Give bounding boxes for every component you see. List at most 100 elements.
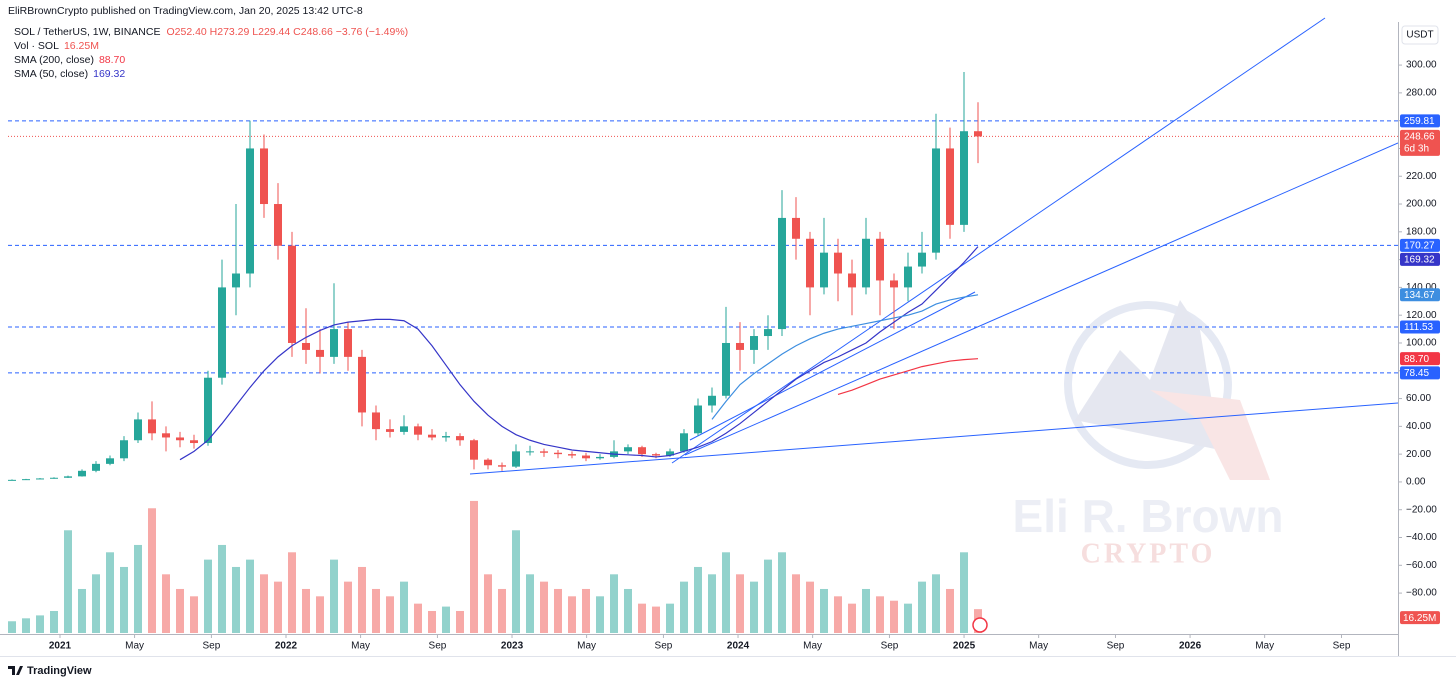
volume-bar	[848, 603, 856, 633]
candle-body	[918, 252, 926, 267]
candle-body	[330, 329, 338, 357]
candle-body	[764, 329, 772, 337]
volume-bar	[792, 574, 800, 633]
volume-bar	[512, 530, 520, 633]
volume-bar	[624, 588, 632, 633]
candle-body	[974, 131, 982, 137]
x-tick-label: 2026	[1179, 641, 1202, 652]
volume-bar	[862, 588, 870, 633]
volume-bar	[708, 574, 716, 633]
volume-bar	[666, 603, 674, 633]
x-tick-label: Sep	[881, 641, 899, 652]
candle-body	[358, 356, 366, 413]
volume-bar	[316, 596, 324, 633]
legend-name: SMA (50, close)	[14, 68, 88, 80]
y-tick-label: 40.00	[1406, 421, 1431, 432]
candle-body	[470, 440, 478, 460]
volume-bar	[834, 596, 842, 633]
volume-bar	[274, 581, 282, 633]
x-tick-label: 2024	[727, 641, 750, 652]
candle-body	[442, 436, 450, 438]
y-tick-label: 180.00	[1406, 226, 1437, 237]
candle-body	[134, 419, 142, 441]
volume-bar	[610, 574, 618, 633]
y-tick-label: 100.00	[1406, 338, 1437, 349]
candle-body	[232, 273, 240, 288]
y-tick-label: 0.00	[1406, 477, 1426, 488]
volume-bar	[302, 588, 310, 633]
published-note: EliRBrownCrypto published on TradingView…	[8, 5, 363, 17]
symbol: SOL / TetherUS, 1W, BINANCE	[14, 26, 160, 38]
y-tick-label: 60.00	[1406, 393, 1431, 404]
y-tick-label: 300.00	[1406, 60, 1437, 71]
volume-bar	[428, 610, 436, 633]
x-tick-label: Sep	[1333, 641, 1351, 652]
volume-bar	[204, 559, 212, 633]
y-tick-label: −80.00	[1406, 588, 1437, 599]
volume-bar	[232, 566, 240, 633]
currency: USDT	[1406, 30, 1433, 41]
x-tick-label: 2025	[953, 641, 976, 652]
x-tick-label: May	[125, 641, 144, 652]
volume-bar	[176, 588, 184, 633]
candle-body	[848, 273, 856, 288]
volume-bar	[22, 618, 30, 633]
volume-bar	[680, 581, 688, 633]
volume-bar	[890, 600, 898, 633]
candle-body	[414, 426, 422, 435]
volume-bar	[372, 588, 380, 633]
y-tick-label: 220.00	[1406, 171, 1437, 182]
candle-body	[624, 447, 632, 452]
countdown-label: 6d 3h	[1404, 144, 1429, 155]
candle-body	[456, 436, 464, 441]
price-label-box	[1400, 129, 1440, 156]
price-label: 259.81	[1404, 116, 1435, 127]
price-label-box	[1400, 352, 1440, 366]
volume-bar	[652, 606, 660, 633]
candle-body	[512, 451, 520, 467]
candle-body	[554, 452, 562, 455]
trend-line	[684, 142, 1399, 456]
candle-body	[778, 217, 786, 330]
volume-bar	[764, 559, 772, 633]
volume-bar	[190, 596, 198, 633]
legend-value: 16.25M	[64, 40, 99, 52]
candle-body	[386, 429, 394, 432]
volume-bar	[358, 566, 366, 633]
candle-body	[834, 252, 842, 274]
volume-bar	[932, 574, 940, 633]
candle-body	[806, 238, 814, 288]
volume-bar	[134, 544, 142, 633]
y-tick-label: −20.00	[1406, 504, 1437, 515]
volume-bar	[540, 581, 548, 633]
volume-bar	[64, 530, 72, 633]
candle-body	[694, 405, 702, 434]
candle-body	[666, 451, 674, 456]
trend-line	[671, 17, 1326, 464]
legend-name: SMA (200, close)	[14, 54, 94, 66]
candle-body	[372, 412, 380, 430]
price-label: 111.53	[1404, 322, 1434, 333]
volume-bar	[484, 574, 492, 633]
x-tick-label: Sep	[1107, 641, 1125, 652]
volume-bar	[526, 574, 534, 633]
y-tick-label: 20.00	[1406, 449, 1431, 460]
candle-body	[428, 434, 436, 438]
volume-bar	[568, 596, 576, 633]
volume-bar	[120, 566, 128, 633]
alert-icon[interactable]	[972, 617, 988, 633]
y-tick-label: 200.00	[1406, 199, 1437, 210]
candle-body	[36, 478, 44, 480]
volume-bar	[400, 581, 408, 633]
volume-bar	[582, 588, 590, 633]
price-label-box	[1400, 114, 1440, 128]
price-label-box	[1400, 238, 1440, 252]
price-label: 88.70	[1404, 354, 1429, 365]
currency-box[interactable]	[1401, 25, 1439, 45]
candle-body	[302, 342, 310, 350]
volume-bar	[820, 588, 828, 633]
x-tick-label: May	[1255, 641, 1274, 652]
candle-body	[92, 463, 100, 471]
candle-body	[960, 131, 968, 225]
